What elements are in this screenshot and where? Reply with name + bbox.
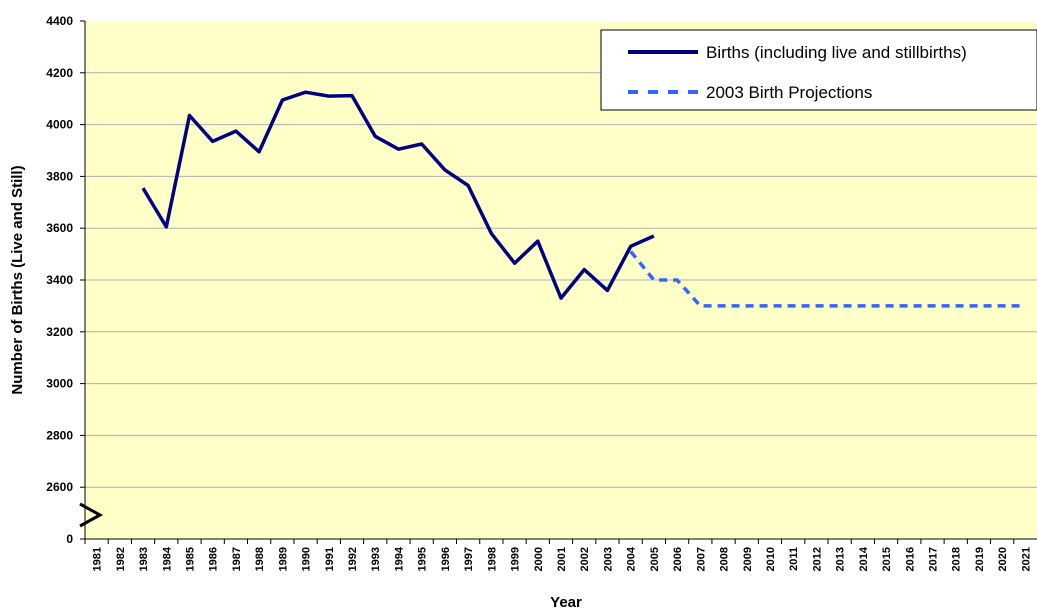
x-tick-label: 2017	[928, 547, 940, 571]
x-tick-label: 2003	[602, 547, 614, 571]
x-tick-label: 2018	[951, 547, 963, 571]
x-tick-label: 1981	[92, 547, 104, 571]
x-tick-label: 2015	[881, 547, 893, 571]
x-tick-label: 2011	[788, 547, 800, 571]
legend-box	[600, 29, 1037, 111]
x-tick-label: 1997	[463, 547, 475, 571]
y-tick-label: 3600	[46, 221, 73, 235]
x-tick-label: 2009	[742, 547, 754, 571]
x-tick-label: 1982	[115, 547, 127, 571]
series-line	[629, 250, 1026, 308]
x-tick-label: 2010	[765, 547, 777, 571]
x-tick-label: 1996	[440, 547, 452, 571]
x-tick-label: 2021	[1020, 547, 1032, 571]
x-tick-label: 2007	[695, 547, 707, 571]
x-tick-label: 1995	[417, 547, 429, 571]
x-tick-label: 2000	[533, 547, 545, 571]
y-tick-label: 2800	[46, 428, 73, 442]
legend-label: Births (including live and stillbirths)	[706, 43, 967, 62]
y-tick-label: 4200	[46, 66, 73, 80]
y-tick-label: 4400	[46, 14, 73, 28]
x-tick-label: 2020	[997, 547, 1009, 571]
x-tick-label: 1987	[231, 547, 243, 571]
y-tick-label: 0	[66, 532, 73, 546]
x-tick-label: 1984	[161, 546, 173, 571]
x-tick-label: 2002	[579, 547, 591, 571]
legend: Births (including live and stillbirths) 2…	[600, 29, 1037, 111]
x-tick-label: 1990	[301, 547, 313, 571]
y-tick-label: 2600	[46, 480, 73, 494]
y-tick-label: 3400	[46, 273, 73, 287]
axis-break	[79, 502, 104, 528]
y-tick-label: 3000	[46, 377, 73, 391]
x-tick-label: 2016	[904, 547, 916, 571]
x-tick-label: 2014	[858, 546, 870, 571]
x-tick-label: 2013	[835, 547, 847, 571]
x-tick-label: 1989	[277, 547, 289, 571]
x-tick-label: 2004	[626, 546, 638, 571]
x-tick-label: 1991	[324, 547, 336, 571]
legend-label: 2003 Birth Projections	[706, 83, 872, 102]
y-tick-label: 3200	[46, 325, 73, 339]
x-tick-label: 1986	[208, 547, 220, 571]
x-tick-label: 1999	[510, 547, 522, 571]
series-line	[141, 90, 655, 300]
y-tick-label: 3800	[46, 169, 73, 183]
x-tick-label: 1993	[370, 547, 382, 571]
x-tick-label: 2001	[556, 547, 568, 571]
x-tick-label: 1992	[347, 547, 359, 571]
y-axis-title: Number of Births (Live and Still)	[9, 165, 26, 394]
x-tick-label: 2012	[811, 547, 823, 571]
grid	[85, 72, 1037, 488]
x-tick-label: 1983	[138, 547, 150, 571]
lines	[141, 90, 1026, 308]
x-tick-label: 2006	[672, 547, 684, 571]
x-tick-label: 1985	[184, 547, 196, 571]
x-tick-label: 1998	[486, 547, 498, 571]
x-tick-label: 1994	[393, 546, 405, 571]
x-tick-label: 2019	[974, 547, 986, 571]
x-axis-title: Year	[550, 594, 582, 611]
y-tick-label: 4000	[46, 118, 73, 132]
x-tick-label: 2008	[719, 547, 731, 571]
x-tick-label: 1988	[254, 547, 266, 571]
x-tick-label: 2005	[649, 547, 661, 571]
